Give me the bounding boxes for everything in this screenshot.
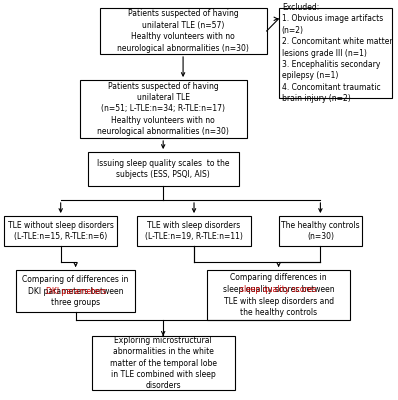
Bar xyxy=(92,336,235,390)
Bar xyxy=(100,8,267,54)
Text: Exploring microstructural
abnormalities in the white
matter of the temporal lobe: Exploring microstructural abnormalities … xyxy=(110,336,217,390)
Bar xyxy=(137,216,251,246)
Bar xyxy=(279,216,362,246)
Bar xyxy=(80,80,247,138)
Text: The healthy controls
(n=30): The healthy controls (n=30) xyxy=(281,221,360,241)
Text: Patients suspected of having
unilateral TLE (n=57)
Healthy volunteers with no
ne: Patients suspected of having unilateral … xyxy=(117,9,249,53)
Text: sleep quality scores: sleep quality scores xyxy=(240,285,317,294)
Bar xyxy=(88,152,239,186)
Text: Comparing of differences in: Comparing of differences in xyxy=(22,275,129,284)
Text: Excluded:
1. Obvious image artifacts
(n=2)
2. Concomitant white matter
lesions g: Excluded: 1. Obvious image artifacts (n=… xyxy=(282,3,392,103)
Text: Patients suspected of having
unilateral TLE
(n=51; L-TLE:n=34; R-TLE:n=17)
Healt: Patients suspected of having unilateral … xyxy=(97,82,229,136)
Text: TLE with sleep disorders and: TLE with sleep disorders and xyxy=(224,296,334,306)
Text: DKI parameters between: DKI parameters between xyxy=(28,286,123,296)
Bar xyxy=(16,270,135,312)
Text: sleep quality scores between: sleep quality scores between xyxy=(223,285,334,294)
Text: three groups: three groups xyxy=(51,298,100,307)
Bar xyxy=(4,216,117,246)
Text: TLE with sleep disorders
(L-TLE:n=19, R-TLE:n=11): TLE with sleep disorders (L-TLE:n=19, R-… xyxy=(145,221,243,241)
Bar xyxy=(207,270,350,320)
Text: TLE without sleep disorders
(L-TLE:n=15, R-TLE:n=6): TLE without sleep disorders (L-TLE:n=15,… xyxy=(8,221,114,241)
Text: Issuing sleep quality scales  to the
subjects (ESS, PSQI, AIS): Issuing sleep quality scales to the subj… xyxy=(97,159,229,179)
Text: DKI parameters: DKI parameters xyxy=(45,286,106,296)
Text: Comparing differences in: Comparing differences in xyxy=(230,274,327,282)
Text: the healthy controls: the healthy controls xyxy=(240,308,317,317)
Bar xyxy=(279,8,392,98)
